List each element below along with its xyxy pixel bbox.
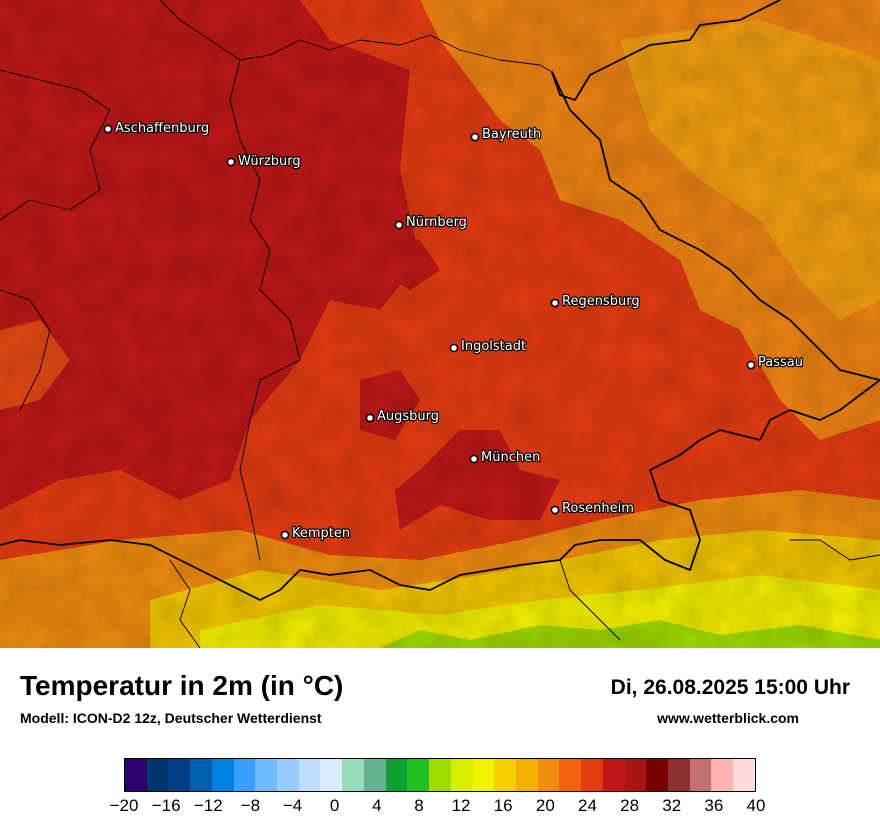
city-bayreuth[interactable]: Bayreuth	[470, 126, 542, 143]
legend-swatch	[407, 759, 430, 791]
legend-swatch	[711, 759, 734, 791]
legend-tick: 4	[372, 796, 382, 815]
city-dot	[226, 157, 236, 167]
legend-swatch	[537, 759, 560, 791]
legend-swatch	[320, 759, 343, 791]
city-nuernberg[interactable]: Nürnberg	[394, 214, 468, 231]
city-dot	[280, 530, 290, 540]
legend-tick: 28	[620, 796, 640, 815]
legend-tick: −20	[109, 796, 139, 815]
legend-swatch	[689, 759, 712, 791]
border-east-austria	[789, 539, 880, 561]
city-kempten[interactable]: Kempten	[280, 525, 351, 542]
legend-swatch	[429, 759, 451, 791]
city-label: Nürnberg	[406, 215, 467, 230]
border-salzburg	[559, 559, 621, 641]
legend-tick: 24	[577, 796, 597, 815]
legend-swatch	[255, 759, 278, 791]
legend-tick: −4	[282, 796, 303, 815]
legend-swatch	[277, 759, 299, 791]
city-dot	[394, 220, 404, 230]
city-dot	[365, 413, 375, 423]
model-source: Modell: ICON-D2 12z, Deutscher Wetterdie…	[20, 710, 322, 726]
legend-swatch	[646, 759, 668, 791]
city-wuerzburg[interactable]: Würzburg	[226, 153, 302, 170]
legend-tick-labels: −20 −16 −12 −8 −4 0 4 8 12 16 20 24 28 32 36 40	[0, 796, 880, 820]
border-south-tyrol	[169, 559, 201, 648]
map-texture	[0, 0, 880, 648]
legend-swatch	[146, 759, 169, 791]
city-markers: Aschaffenburg Bayreuth Würzburg Nürnberg…	[103, 120, 804, 542]
legend-swatch	[559, 759, 582, 791]
city-label: Rosenheim	[562, 501, 634, 516]
city-label: Würzburg	[238, 154, 301, 169]
city-dot	[746, 360, 756, 370]
legend-swatch	[494, 759, 516, 791]
legend-swatch	[515, 759, 538, 791]
border-west-small-1	[0, 289, 51, 411]
city-dot	[103, 124, 113, 134]
legend-swatch	[233, 759, 256, 791]
legend-swatch	[667, 759, 690, 791]
city-label: Augsburg	[377, 409, 439, 424]
temperature-map[interactable]: Aschaffenburg Bayreuth Würzburg Nürnberg…	[0, 0, 880, 648]
legend-tick: −8	[240, 796, 261, 815]
forecast-datetime: Di, 26.08.2025 15:00 Uhr	[610, 676, 850, 699]
color-scale-legend	[124, 758, 756, 792]
country-border-bavaria-east	[551, 71, 880, 381]
footer-panel: Temperatur in 2m (in °C) Modell: ICON-D2…	[0, 648, 880, 830]
legend-swatch	[298, 759, 321, 791]
state-border-thuringia	[239, 34, 553, 73]
country-border-austria	[0, 379, 880, 601]
city-regensburg[interactable]: Regensburg	[550, 293, 641, 310]
city-label: Ingolstadt	[461, 339, 526, 354]
legend-tick: 32	[662, 796, 682, 815]
legend-swatch	[125, 759, 147, 791]
city-aschaffenburg[interactable]: Aschaffenburg	[103, 120, 210, 137]
legend-tick: 20	[535, 796, 555, 815]
legend-tick: 8	[414, 796, 424, 815]
city-dot	[469, 454, 479, 464]
legend-tick: 36	[704, 796, 724, 815]
legend-tick: 0	[329, 796, 340, 815]
legend-tick: 16	[493, 796, 513, 815]
legend-swatch	[624, 759, 647, 791]
legend-swatch	[385, 759, 408, 791]
website-link[interactable]: www.wetterblick.com	[657, 710, 799, 726]
state-border-hesse	[0, 69, 111, 221]
city-dot	[449, 343, 459, 353]
legend-tick: 40	[746, 796, 766, 815]
legend-swatch	[581, 759, 603, 791]
city-label: Regensburg	[562, 294, 640, 309]
city-dot	[470, 132, 480, 142]
country-border-czechia	[551, 0, 781, 101]
city-label: Passau	[758, 355, 803, 370]
legend-swatch	[211, 759, 234, 791]
legend-swatch	[168, 759, 191, 791]
city-passau[interactable]: Passau	[746, 354, 804, 371]
map-title: Temperatur in 2m (in °C)	[20, 670, 344, 701]
city-label: München	[481, 450, 540, 465]
legend-tick: 12	[451, 796, 471, 815]
legend-swatch	[602, 759, 625, 791]
city-muenchen[interactable]: München	[469, 449, 542, 466]
city-augsburg[interactable]: Augsburg	[365, 408, 440, 425]
city-label: Bayreuth	[482, 127, 541, 142]
legend-swatch	[363, 759, 386, 791]
city-label: Kempten	[292, 526, 350, 541]
city-ingolstadt[interactable]: Ingolstadt	[449, 338, 527, 355]
legend-swatch	[733, 759, 755, 791]
city-rosenheim[interactable]: Rosenheim	[550, 500, 635, 517]
border-lines	[0, 0, 880, 648]
legend-swatch	[342, 759, 364, 791]
city-label: Aschaffenburg	[115, 121, 209, 136]
city-dot	[550, 298, 560, 308]
legend-swatch	[190, 759, 212, 791]
legend-swatch	[450, 759, 473, 791]
legend-tick: −16	[151, 796, 181, 815]
state-border-wuerttemberg	[159, 0, 301, 561]
legend-swatch	[472, 759, 495, 791]
legend-tick: −12	[193, 796, 223, 815]
city-dot	[550, 505, 560, 515]
